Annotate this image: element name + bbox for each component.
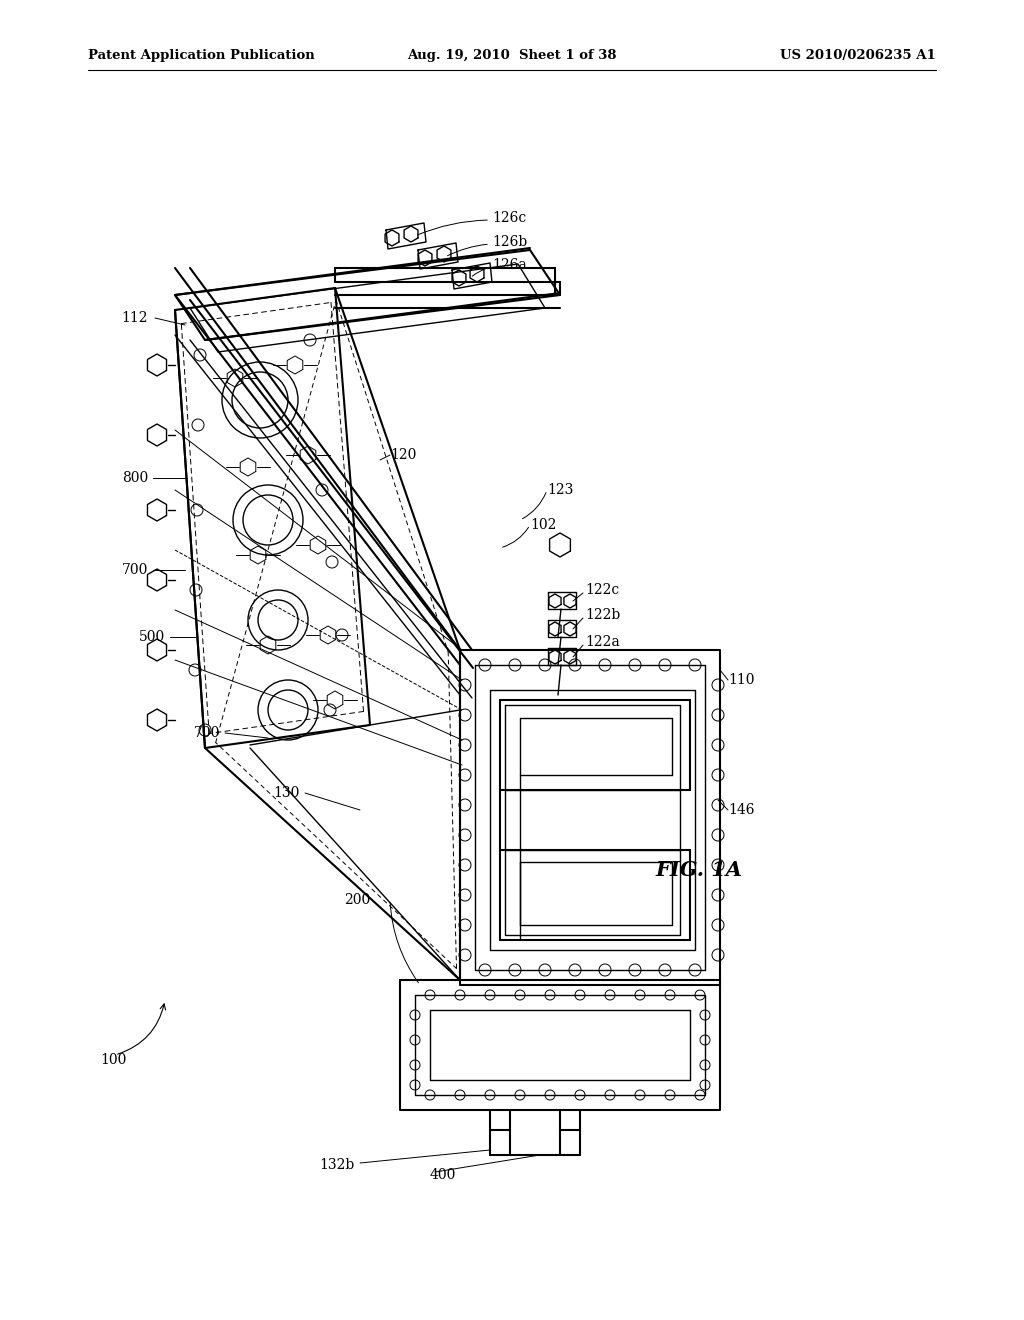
Text: 500: 500 (138, 630, 165, 644)
Text: 132b: 132b (319, 1158, 355, 1172)
Text: 102: 102 (530, 517, 556, 532)
Text: US 2010/0206235 A1: US 2010/0206235 A1 (780, 49, 936, 62)
Text: 122a: 122a (585, 635, 620, 649)
Text: 123: 123 (547, 483, 573, 498)
Text: 126c: 126c (492, 211, 526, 224)
Text: 130: 130 (273, 785, 300, 800)
Text: 146: 146 (728, 803, 755, 817)
Text: 700: 700 (194, 726, 220, 741)
Text: 100: 100 (100, 1053, 126, 1067)
Text: 126a: 126a (492, 257, 526, 272)
Text: Patent Application Publication: Patent Application Publication (88, 49, 314, 62)
Text: 126b: 126b (492, 235, 527, 249)
Text: 200: 200 (344, 894, 370, 907)
Text: 800: 800 (122, 471, 148, 484)
Text: 110: 110 (728, 673, 755, 686)
Text: 122c: 122c (585, 583, 620, 597)
Text: 400: 400 (430, 1168, 457, 1181)
Text: 122b: 122b (585, 609, 621, 622)
Text: 112: 112 (122, 312, 148, 325)
Text: FIG. 1A: FIG. 1A (655, 861, 742, 880)
Text: Aug. 19, 2010  Sheet 1 of 38: Aug. 19, 2010 Sheet 1 of 38 (408, 49, 616, 62)
Text: 700: 700 (122, 564, 148, 577)
Text: 120: 120 (390, 447, 417, 462)
